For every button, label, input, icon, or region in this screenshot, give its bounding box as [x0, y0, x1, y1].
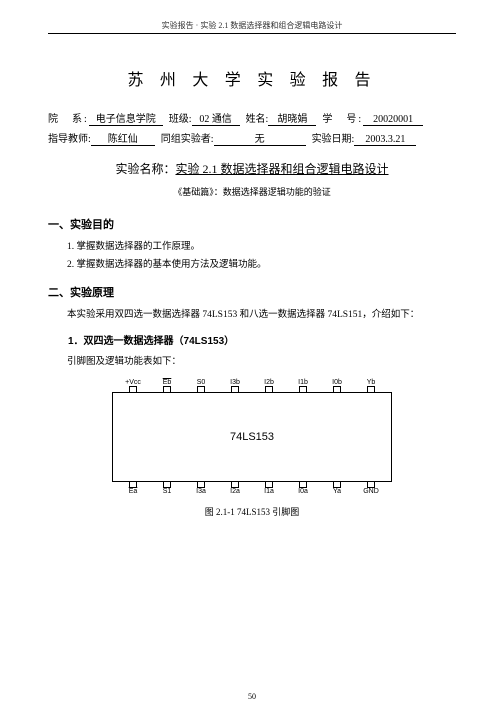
name-value: 胡晓娟 — [268, 110, 316, 126]
pin-top-7: Yb — [356, 379, 386, 386]
pin-bottom-labels: Ea S1 I3a I2a I1a I0a Ya GND — [112, 488, 392, 495]
class-value: 02 通信 — [192, 110, 240, 126]
section-2-sub: 1．双四选一数据选择器（74LS153） — [48, 332, 456, 347]
teacher-value: 陈红仙 — [91, 130, 155, 146]
pin-bot-3: I2a — [220, 488, 250, 495]
sid-label: 学 号: — [322, 110, 363, 125]
teacher-label: 指导教师: — [48, 130, 91, 145]
pin-bot-6: Ya — [322, 488, 352, 495]
pin-top-0: +Vcc — [118, 379, 148, 386]
chip-diagram: +Vcc Eb S0 I3b I2b I1b I0b Yb 74LS153 — [48, 379, 456, 495]
pin-bot-5: I0a — [288, 488, 318, 495]
experiment-name-row: 实验名称：实验 2.1 数据选择器和组合逻辑电路设计 — [48, 160, 456, 177]
partner-value: 无 — [214, 130, 306, 146]
section-1-p2: 2. 掌握数据选择器的基本使用方法及逻辑功能。 — [48, 256, 456, 274]
page-header: 实验报告 · 实验 2.1 数据选择器和组合逻辑电路设计 — [48, 20, 456, 34]
section-2-heading: 二、实验原理 — [48, 284, 456, 300]
partner-label: 同组实验者: — [161, 130, 214, 145]
experiment-subname: 《基础篇》：数据选择器逻辑功能的验证 — [48, 185, 456, 198]
chip-body: 74LS153 — [112, 392, 392, 482]
dept-value: 电子信息学院 — [89, 110, 163, 126]
date-label: 实验日期: — [312, 130, 355, 145]
pin-bot-2: I3a — [186, 488, 216, 495]
pin-bot-1: S1 — [152, 488, 182, 495]
figure-caption: 图 2.1-1 74LS153 引脚图 — [48, 505, 456, 518]
pin-top-3: I3b — [220, 379, 250, 386]
section-1-p1: 1. 掌握数据选择器的工作原理。 — [48, 238, 456, 256]
pin-top-2: S0 — [186, 379, 216, 386]
section-2-p2: 引脚图及逻辑功能表如下： — [48, 353, 456, 371]
pin-top-labels: +Vcc Eb S0 I3b I2b I1b I0b Yb — [112, 379, 392, 386]
exp-name-value: 实验 2.1 数据选择器和组合逻辑电路设计 — [176, 162, 389, 176]
exp-name-label: 实验名称： — [115, 162, 175, 176]
section-1-heading: 一、实验目的 — [48, 216, 456, 232]
info-row-2: 指导教师: 陈红仙 同组实验者: 无 实验日期: 2003.3.21 — [48, 130, 456, 146]
doc-title: 苏 州 大 学 实 验 报 告 — [48, 66, 456, 90]
pin-top-6: I0b — [322, 379, 352, 386]
pin-top-5: I1b — [288, 379, 318, 386]
info-row-1: 院 系: 电子信息学院 班级: 02 通信 姓名: 胡晓娟 学 号: 20020… — [48, 110, 456, 126]
dept-label: 院 系: — [48, 110, 89, 125]
pin-bot-7: GND — [356, 488, 386, 495]
page-number: 50 — [0, 692, 504, 701]
pin-top-1: Eb — [152, 379, 182, 386]
pin-top-4: I2b — [254, 379, 284, 386]
pin-bot-0: Ea — [118, 488, 148, 495]
date-value: 2003.3.21 — [354, 134, 416, 146]
class-label: 班级: — [169, 110, 192, 125]
section-2-p1: 本实验采用双四选一数据选择器 74LS153 和八选一数据选择器 74LS151… — [48, 306, 456, 324]
sid-value: 20020001 — [363, 114, 423, 126]
pin-bot-4: I1a — [254, 488, 284, 495]
name-label: 姓名: — [246, 110, 269, 125]
